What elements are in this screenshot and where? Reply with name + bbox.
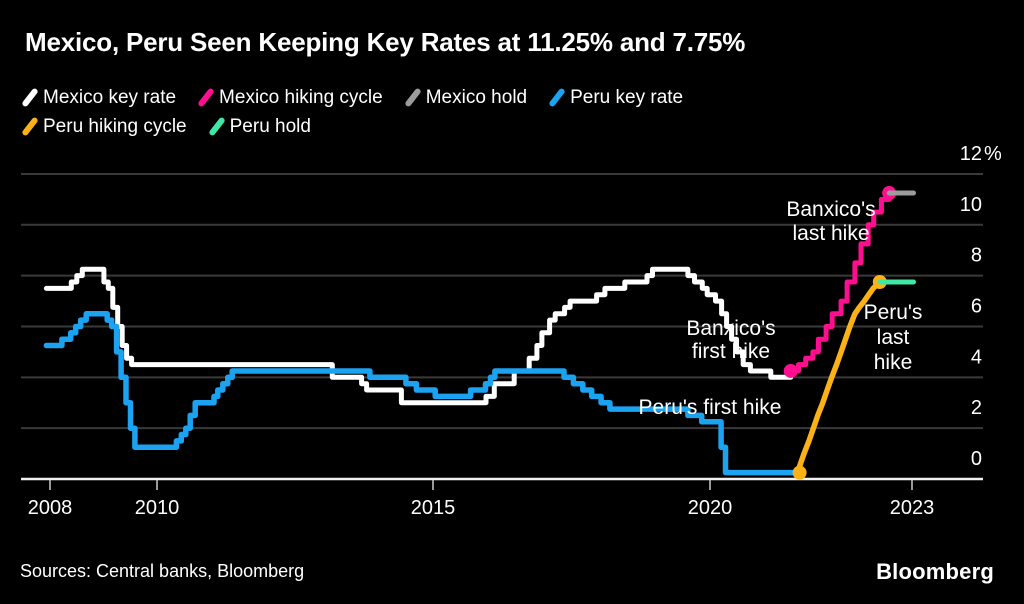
bloomberg-logo: Bloomberg [876, 559, 994, 584]
y-tick-label-0: 0 [971, 448, 982, 470]
legend-label: Peru hiking cycle [43, 115, 187, 137]
y-tick-label-4: 4 [971, 346, 982, 368]
y-tick-label-6: 6 [971, 295, 982, 317]
x-tick-label-2015: 2015 [411, 497, 456, 519]
x-tick-label-2023: 2023 [890, 497, 935, 519]
legend: Mexico key rate Mexico hiking cycle Mexico… [21, 83, 705, 141]
annotation-peru-last-hike: Peru's last hike [864, 301, 923, 374]
legend-row-2: Peru hiking cycle Peru hold [21, 112, 705, 141]
annotation-banxico-last-hike: Banxico's last hike [786, 198, 875, 245]
marker-start-peru-hiking-cycle [792, 465, 807, 480]
legend-label: Mexico hold [425, 86, 528, 108]
legend-item-mexico-key-rate: Mexico key rate [21, 86, 177, 109]
legend-item-mexico-hold: Mexico hold [403, 86, 528, 109]
sources-note: Sources: Central banks, Bloomberg [20, 561, 305, 581]
marker-start-mexico-hiking-cycle [783, 363, 798, 378]
legend-item-peru-key-rate: Peru key rate [548, 86, 684, 109]
legend-item-peru-hold: Peru hold [207, 115, 311, 138]
y-tick-label-12: 12 [960, 143, 982, 165]
annotation-peru-first-hike: Peru's first hike [639, 396, 782, 419]
chart-title: Mexico, Peru Seen Keeping Key Rates at 1… [25, 27, 746, 57]
legend-label: Peru hold [229, 115, 311, 137]
series-mexico-key-rate [43, 266, 794, 406]
legend-row-1: Mexico key rate Mexico hiking cycle Mexico… [21, 83, 705, 112]
y-tick-label-10: 10 [960, 194, 982, 216]
annotation-banxico-first-hike: Banxico's first hike [686, 317, 775, 363]
y-tick-label-2: 2 [971, 397, 982, 419]
x-tick-label-2008: 2008 [28, 497, 73, 519]
series-peru-key-rate [43, 311, 803, 476]
series-peru-hiking-cycle [796, 279, 883, 476]
legend-item-mexico-hiking-cycle: Mexico hiking cycle [197, 86, 383, 109]
legend-label: Mexico hiking cycle [219, 86, 383, 108]
legend-label: Mexico key rate [43, 86, 177, 108]
x-tick-label-2020: 2020 [688, 497, 733, 519]
legend-item-peru-hiking-cycle: Peru hiking cycle [21, 115, 187, 138]
series-mexico-hiking-cycle [788, 190, 892, 374]
y-tick-label-8: 8 [971, 245, 982, 267]
y-axis-unit: % [984, 143, 1002, 165]
x-tick-label-2010: 2010 [135, 497, 180, 519]
legend-label: Peru key rate [570, 86, 684, 108]
